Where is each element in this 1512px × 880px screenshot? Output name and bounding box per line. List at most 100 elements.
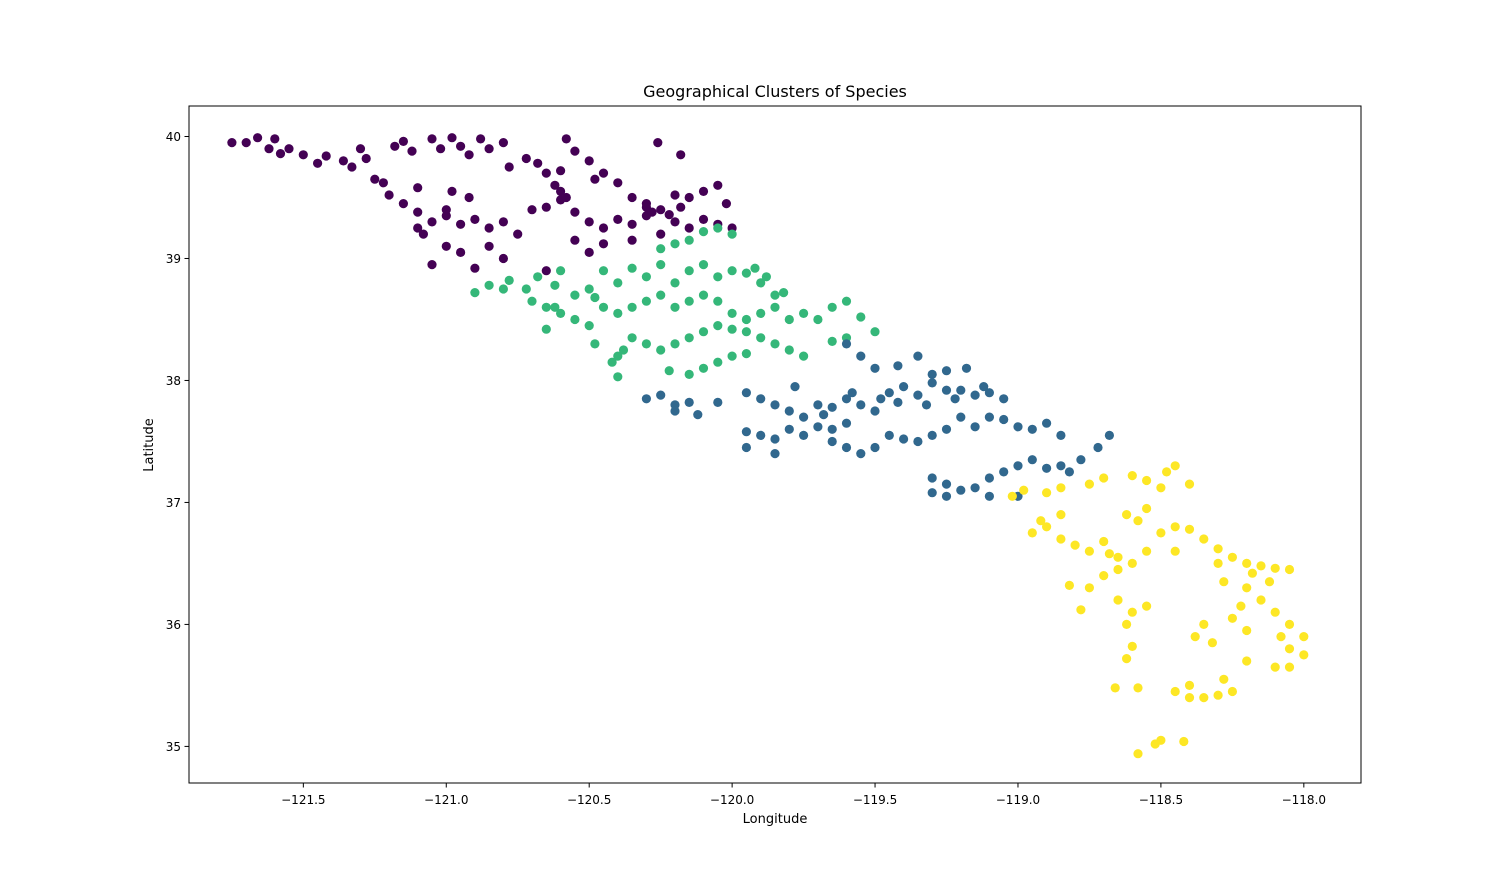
data-point bbox=[227, 138, 237, 148]
data-point bbox=[647, 207, 657, 217]
data-point bbox=[713, 180, 723, 190]
data-point bbox=[590, 292, 600, 303]
data-point bbox=[598, 266, 609, 276]
data-point bbox=[884, 430, 894, 440]
data-point bbox=[941, 424, 952, 434]
data-point bbox=[270, 134, 280, 144]
data-point bbox=[570, 290, 580, 300]
data-point bbox=[1227, 686, 1237, 697]
data-point bbox=[784, 345, 794, 355]
y-axis-label: Latitude bbox=[142, 418, 157, 472]
data-point bbox=[1242, 583, 1252, 593]
data-point bbox=[1104, 430, 1114, 440]
data-point bbox=[1113, 564, 1123, 575]
data-point bbox=[1113, 595, 1123, 605]
data-point bbox=[355, 144, 366, 154]
data-point bbox=[856, 312, 866, 322]
data-point bbox=[1284, 644, 1295, 654]
data-point bbox=[1170, 461, 1180, 471]
data-point bbox=[727, 266, 737, 276]
data-point bbox=[761, 272, 772, 282]
data-point bbox=[841, 418, 852, 428]
data-point bbox=[927, 378, 937, 388]
data-point bbox=[598, 223, 609, 233]
data-point bbox=[456, 247, 466, 257]
data-point bbox=[584, 217, 594, 227]
data-point bbox=[321, 151, 331, 161]
y-tick-label: 37 bbox=[166, 496, 181, 510]
data-point bbox=[607, 357, 617, 367]
data-point bbox=[698, 227, 709, 237]
data-point bbox=[813, 400, 823, 410]
data-point bbox=[584, 284, 594, 294]
data-point bbox=[413, 223, 423, 233]
data-point bbox=[570, 207, 580, 217]
data-point bbox=[541, 324, 551, 334]
data-point bbox=[727, 324, 737, 334]
data-point bbox=[693, 410, 703, 420]
data-point bbox=[1122, 509, 1132, 520]
data-point bbox=[893, 361, 903, 371]
data-point bbox=[670, 278, 680, 288]
data-point bbox=[1110, 683, 1120, 693]
data-point bbox=[713, 272, 723, 282]
data-point bbox=[698, 290, 709, 300]
y-tick-label: 36 bbox=[166, 618, 181, 632]
data-point bbox=[613, 278, 623, 288]
data-point bbox=[338, 156, 348, 166]
data-point bbox=[613, 372, 623, 382]
data-point bbox=[670, 239, 680, 249]
data-point bbox=[1264, 577, 1275, 587]
data-point bbox=[956, 385, 966, 395]
data-point bbox=[684, 223, 694, 233]
data-point bbox=[1084, 479, 1094, 489]
data-point bbox=[741, 388, 752, 398]
data-point bbox=[1099, 473, 1109, 483]
data-point bbox=[1027, 528, 1037, 538]
data-point bbox=[1299, 632, 1309, 642]
data-point bbox=[870, 406, 880, 416]
data-point bbox=[1076, 455, 1086, 465]
data-point bbox=[1056, 483, 1066, 493]
data-point bbox=[1056, 534, 1066, 544]
data-point bbox=[656, 390, 666, 400]
data-point bbox=[913, 351, 923, 361]
data-point bbox=[498, 284, 508, 294]
data-point bbox=[999, 414, 1009, 425]
data-point bbox=[313, 158, 323, 168]
data-point bbox=[750, 263, 760, 273]
data-point bbox=[1150, 739, 1160, 749]
data-point bbox=[819, 410, 829, 420]
data-point bbox=[970, 483, 980, 493]
data-point bbox=[741, 314, 752, 325]
x-tick-label: −118.0 bbox=[1282, 793, 1326, 807]
data-point bbox=[921, 400, 932, 410]
data-point bbox=[1142, 475, 1152, 486]
data-point bbox=[1127, 471, 1137, 481]
data-point bbox=[770, 400, 780, 410]
data-point bbox=[1184, 479, 1195, 489]
data-point bbox=[641, 296, 652, 306]
data-point bbox=[927, 473, 937, 483]
data-point bbox=[721, 199, 732, 209]
x-tick-label: −121.5 bbox=[281, 793, 325, 807]
data-point bbox=[1247, 568, 1257, 578]
chart-title: Geographical Clusters of Species bbox=[643, 82, 907, 101]
data-point bbox=[584, 321, 594, 331]
data-point bbox=[741, 349, 752, 359]
data-point bbox=[584, 156, 594, 166]
data-point bbox=[827, 424, 837, 434]
data-point bbox=[456, 219, 466, 229]
data-point bbox=[1056, 430, 1066, 440]
data-point bbox=[253, 133, 263, 143]
data-point bbox=[1227, 613, 1237, 623]
data-point bbox=[1184, 524, 1195, 534]
data-point bbox=[684, 397, 694, 407]
data-point bbox=[656, 229, 666, 239]
data-point bbox=[741, 442, 752, 453]
data-point bbox=[713, 223, 723, 233]
data-point bbox=[484, 223, 494, 233]
data-point bbox=[884, 388, 894, 398]
data-point bbox=[598, 302, 609, 312]
